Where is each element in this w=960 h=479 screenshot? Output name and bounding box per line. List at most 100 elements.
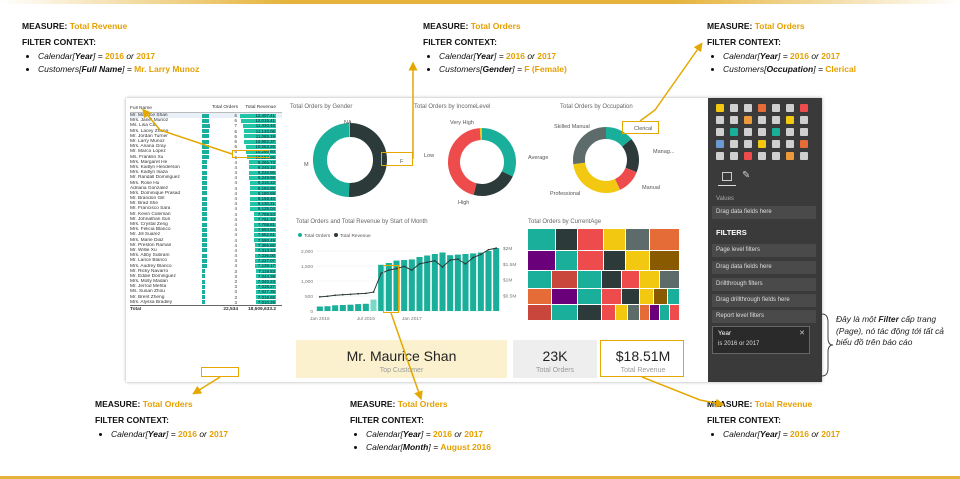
revenue-point[interactable] <box>387 269 390 272</box>
revenue-point[interactable] <box>472 256 475 259</box>
col-total-revenue[interactable]: Total Revenue <box>245 105 276 110</box>
treemap-cell[interactable] <box>650 305 659 320</box>
report-level-filters[interactable]: Report level filters <box>712 310 816 323</box>
close-icon[interactable]: ✕ <box>799 330 805 337</box>
orders-bar[interactable] <box>416 257 423 311</box>
table-row[interactable]: Mr. Brandon Gill 4 9,158.40 <box>130 196 282 201</box>
drillthrough-drop-zone[interactable]: Drag drillthrough fields here <box>712 294 816 307</box>
table-row[interactable]: Mr. Willie Xu 4 7,313.33 <box>130 248 282 253</box>
visual-type-icon[interactable] <box>786 116 794 124</box>
revenue-point[interactable] <box>334 294 337 297</box>
table-row[interactable]: Mrs. Kaitlyn Henderson 4 9,245.15 <box>130 165 282 170</box>
orders-bar[interactable] <box>462 254 469 311</box>
treemap-cell[interactable] <box>578 289 601 304</box>
gender-slice-m[interactable] <box>348 123 387 197</box>
visual-type-icon[interactable] <box>800 128 808 136</box>
table-row[interactable]: Mrs. Alyssa Bradley 3 7,010.29 <box>130 300 282 305</box>
visual-type-icon[interactable] <box>772 152 780 160</box>
table-row[interactable]: Mrs. Janet Munoz 6 12,015.41 <box>130 118 282 123</box>
visual-type-icon[interactable] <box>800 116 808 124</box>
income-slice-low[interactable] <box>448 128 482 195</box>
treemap-cell[interactable] <box>626 229 649 250</box>
visual-type-icon[interactable] <box>800 104 808 112</box>
visual-type-icon[interactable] <box>758 140 766 148</box>
table-row[interactable]: Mr. Marco Lopez 6 10,266.60 <box>130 149 282 154</box>
treemap-cell[interactable] <box>616 305 627 320</box>
format-tab-icon[interactable]: ✎ <box>742 170 751 181</box>
treemap-cell[interactable] <box>622 289 639 304</box>
orders-bar[interactable] <box>362 303 369 311</box>
table-row[interactable]: Mr. Brad She 4 9,130.21 <box>130 201 282 206</box>
occupation-slice-management[interactable] <box>621 138 639 173</box>
visual-type-icon[interactable] <box>730 128 738 136</box>
revenue-point[interactable] <box>487 248 490 251</box>
treemap-cell[interactable] <box>668 289 679 304</box>
treemap-cell[interactable] <box>578 229 603 250</box>
table-row[interactable]: Ms. Lisa Cai 7 11,330.48 <box>130 123 282 128</box>
treemap-cell[interactable] <box>654 289 667 304</box>
treemap-cell[interactable] <box>528 251 555 270</box>
table-row[interactable]: Mr. Lance Blanco 4 7,227.07 <box>130 258 282 263</box>
treemap-cell[interactable] <box>604 251 625 270</box>
visual-type-icon[interactable] <box>772 116 780 124</box>
income-donut-chart[interactable]: Total Orders by IncomeLevel Very High Aver… <box>412 100 552 210</box>
treemap-cell[interactable] <box>578 271 601 288</box>
table-row[interactable]: Mrs. Audrey Blanco 4 7,139.17 <box>130 263 282 269</box>
gender-slice-f[interactable] <box>313 123 350 197</box>
visual-type-icon[interactable] <box>730 140 738 148</box>
visual-type-icon[interactable] <box>744 152 752 160</box>
treemap-cell[interactable] <box>628 305 639 320</box>
treemap-cell[interactable] <box>556 229 577 250</box>
table-row[interactable]: Mr. Brent Zheng 3 7,019.65 <box>130 295 282 300</box>
visual-type-icon[interactable] <box>730 104 738 112</box>
treemap-cell[interactable] <box>640 305 649 320</box>
visual-type-icon[interactable] <box>758 152 766 160</box>
orders-bar[interactable] <box>470 253 477 311</box>
treemap-cell[interactable] <box>670 305 679 320</box>
treemap-cell[interactable] <box>552 289 577 304</box>
table-row[interactable]: Mr. Randall Dominguez 4 9,249.98 <box>130 175 282 180</box>
total-orders-card[interactable]: 23K Total Orders <box>513 340 597 378</box>
visual-type-icon[interactable] <box>744 128 752 136</box>
revenue-point[interactable] <box>349 293 352 296</box>
orders-bar[interactable] <box>401 260 408 311</box>
treemap-cell[interactable] <box>552 305 577 320</box>
table-row[interactable]: Mr. Jerrod Mehta 3 7,038.27 <box>130 284 282 289</box>
treemap-cell[interactable] <box>602 289 621 304</box>
revenue-point[interactable] <box>326 295 329 298</box>
income-slice-average[interactable] <box>481 128 516 177</box>
gender-donut-chart[interactable]: Total Orders by Gender NA M F <box>288 100 408 210</box>
table-row[interactable]: Mrs. Molly Madan 3 7,040.23 <box>130 279 282 284</box>
visual-type-icon[interactable] <box>730 116 738 124</box>
revenue-point[interactable] <box>372 291 375 294</box>
visual-type-icon[interactable] <box>786 104 794 112</box>
orders-bar[interactable] <box>378 264 385 311</box>
orders-bar[interactable] <box>431 254 438 311</box>
visual-type-icon[interactable] <box>744 140 752 148</box>
revenue-point[interactable] <box>433 259 436 262</box>
total-revenue-card[interactable]: $18.51M Total Revenue <box>603 340 683 378</box>
treemap-cell[interactable] <box>660 305 669 320</box>
visual-type-icon[interactable] <box>744 104 752 112</box>
orders-bar[interactable] <box>447 255 454 311</box>
revenue-point[interactable] <box>395 267 398 270</box>
table-header[interactable]: Full Name Total Orders Total Revenue <box>130 104 282 113</box>
revenue-point[interactable] <box>426 261 429 264</box>
visual-type-icon[interactable] <box>758 104 766 112</box>
treemap-cell[interactable] <box>650 251 679 270</box>
table-row[interactable]: Mr. Francisco Sara 4 9,125.04 <box>130 206 282 211</box>
orders-bar[interactable] <box>385 263 392 311</box>
treemap-cell[interactable] <box>660 271 679 288</box>
visual-type-icon[interactable] <box>716 140 724 148</box>
table-row[interactable]: Mr. Johnathan Suri 4 7,751.33 <box>130 217 282 222</box>
revenue-point[interactable] <box>456 258 459 261</box>
table-row[interactable]: Mrs. Margaret He 4 9,266.73 <box>130 160 282 165</box>
top-customer-card[interactable]: Mr. Maurice Shan Top Customer <box>296 340 507 378</box>
revenue-point[interactable] <box>449 259 452 261</box>
treemap-cell[interactable] <box>528 271 551 288</box>
treemap-cell[interactable] <box>622 271 639 288</box>
visual-type-icon[interactable] <box>744 116 752 124</box>
revenue-point[interactable] <box>318 295 321 298</box>
treemap-cell[interactable] <box>650 229 679 250</box>
revenue-point[interactable] <box>364 292 367 295</box>
